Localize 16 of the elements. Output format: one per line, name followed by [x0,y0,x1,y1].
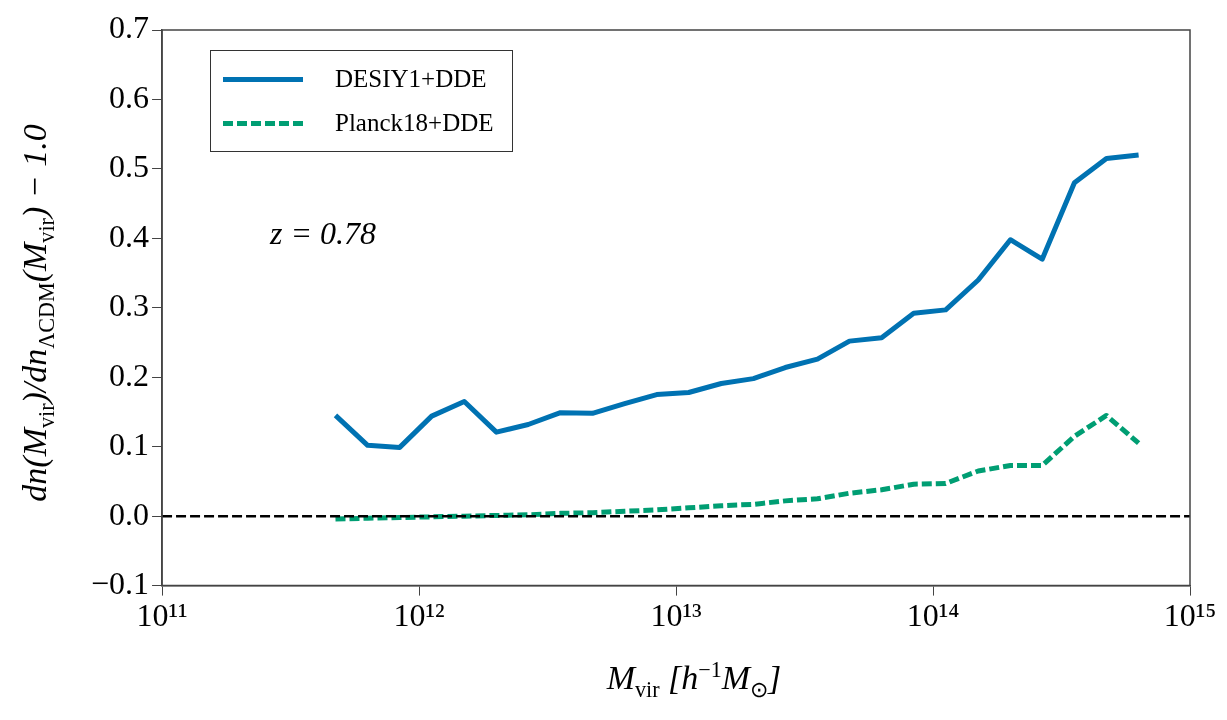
y-tick-label: 0.1 [109,426,150,463]
y-tick-label: 0.4 [109,217,150,254]
y-tick-label: 0.5 [109,148,150,185]
x-tick-label: 10¹⁵ [1163,597,1217,634]
legend-label: DESIY1+DDE [335,65,487,93]
y-tick-label: 0.3 [109,287,150,324]
y-tick-label: 0.0 [109,495,150,532]
y-tick-label: 0.6 [109,78,150,115]
y-tick-label: 0.2 [109,356,150,393]
x-tick-label: 10¹² [393,597,445,634]
x-tick-label: 10¹³ [650,597,702,634]
x-axis-title: M$_{vir}$ [h$^{−1}$M$_{⊙}$] [606,656,782,704]
legend-label: Planck18+DDE [335,109,494,137]
x-tick-label: 10¹⁴ [906,597,960,634]
y-tick-label: 0.7 [109,9,150,46]
annotation: z = 0.78 [270,215,377,252]
